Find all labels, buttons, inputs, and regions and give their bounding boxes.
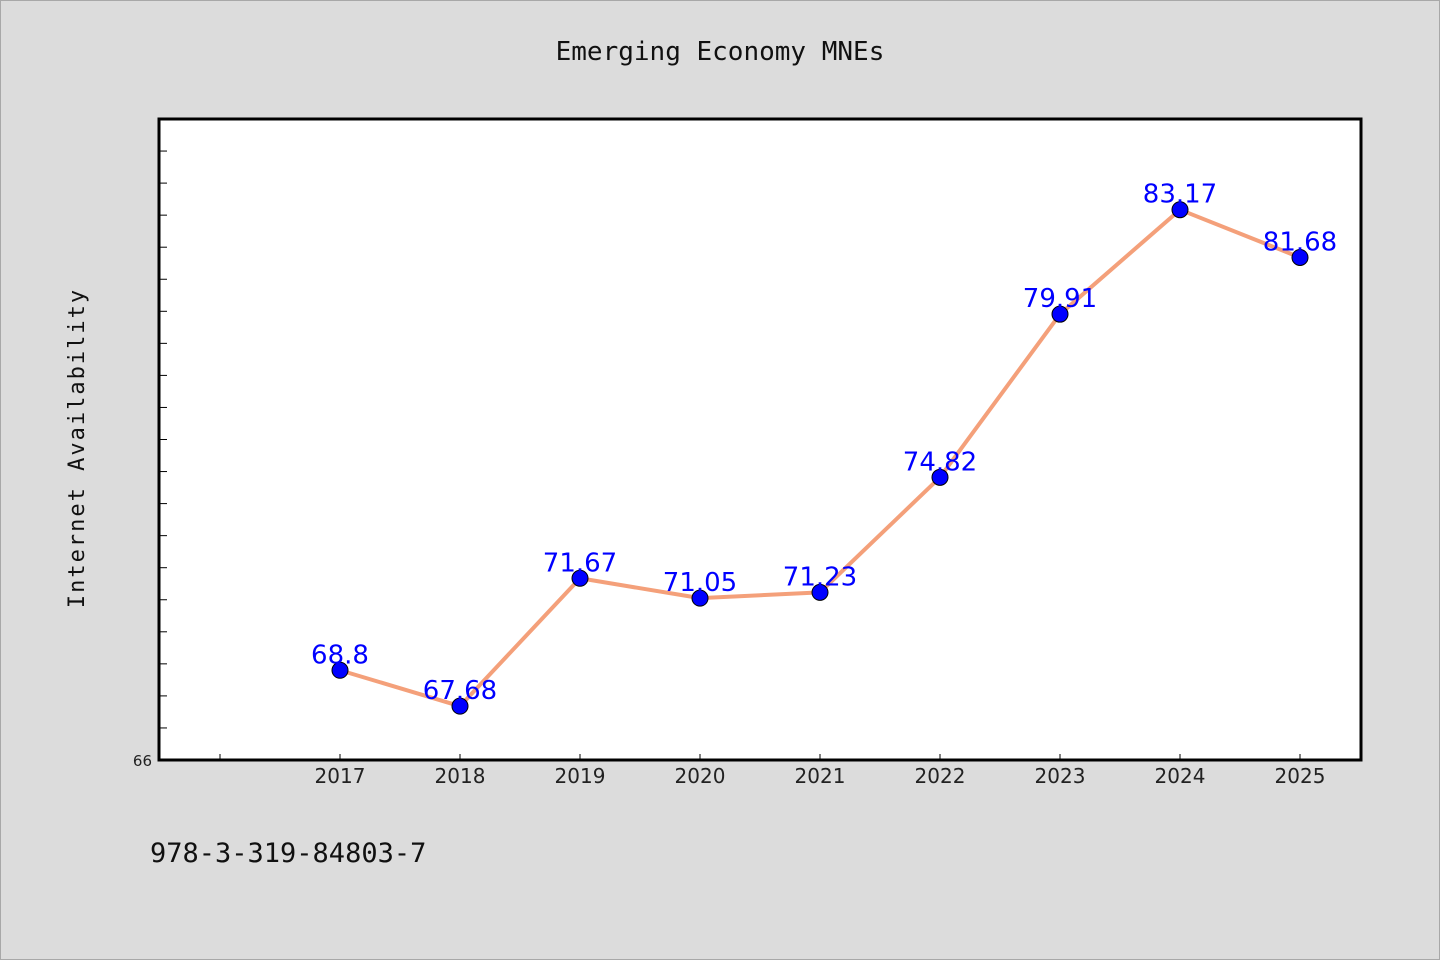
x-tick-label: 2025: [1275, 764, 1326, 788]
data-label: 83.17: [1143, 180, 1217, 210]
data-point: [571, 569, 589, 587]
data-point: [691, 589, 709, 607]
x-tick-label: 2021: [795, 764, 846, 788]
series-group: [331, 201, 1309, 715]
x-tick-label: 2020: [675, 764, 726, 788]
chart-title: Emerging Economy MNEs: [556, 37, 885, 67]
data-point: [1291, 248, 1309, 266]
data-label: 79.91: [1023, 284, 1097, 314]
data-label: 74.82: [903, 447, 977, 477]
x-tick-label: 2022: [915, 764, 966, 788]
y-axis-label: Internet Availability: [65, 288, 90, 608]
data-point: [1171, 201, 1189, 219]
data-label: 81.68: [1263, 227, 1337, 257]
data-label: 71.67: [543, 548, 617, 578]
x-tick-label: 2023: [1035, 764, 1086, 788]
data-labels: 68.8 67.68 71.67 71.05 71.23 74.82 79.91 83.17 8…: [311, 180, 1337, 706]
data-label: 71.05: [663, 568, 737, 598]
data-point: [1051, 305, 1069, 323]
data-point: [811, 583, 829, 601]
x-tick-label: 2019: [555, 764, 606, 788]
y-axis: 66: [133, 150, 167, 770]
x-axis: 2017 2018 2019 2020 2021 2022 2023 2024 2025: [219, 754, 1326, 788]
data-label: 68.8: [311, 640, 369, 670]
isbn-footer: 978-3-319-84803-7: [150, 838, 426, 869]
data-label: 71.23: [783, 562, 857, 592]
data-point: [331, 661, 349, 679]
x-tick-label: 2018: [435, 764, 486, 788]
data-point: [931, 468, 949, 486]
data-label: 67.68: [423, 676, 497, 706]
y-tick-label: 66: [133, 752, 152, 770]
x-tick-label: 2017: [315, 764, 366, 788]
data-point: [451, 697, 469, 715]
x-tick-label: 2024: [1155, 764, 1206, 788]
